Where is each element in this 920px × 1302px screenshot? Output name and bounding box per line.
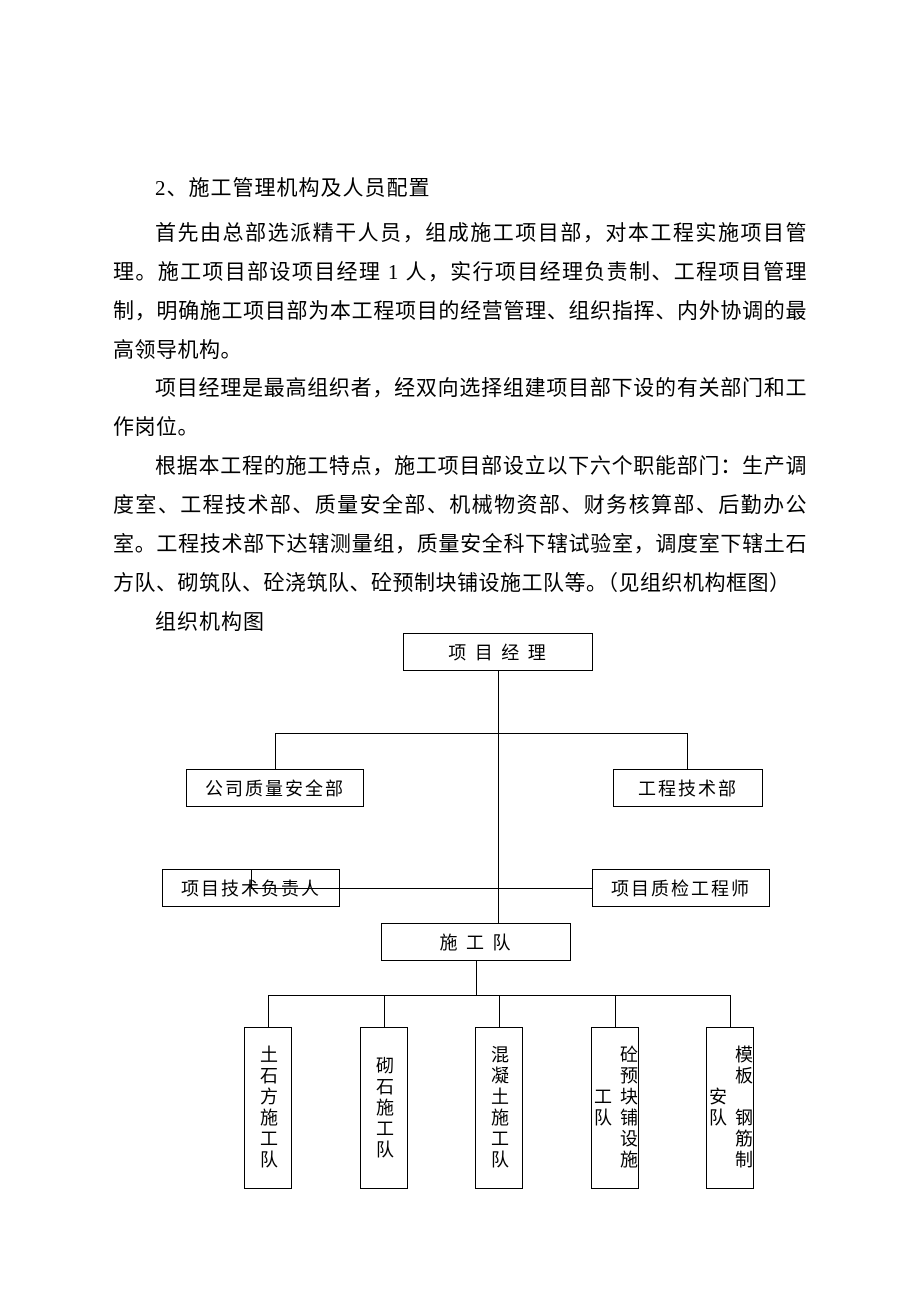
org-connector [615,995,616,1027]
org-connector [687,733,688,769]
org-node: 项目质检工程师 [592,869,770,907]
org-connector [275,733,687,734]
org-connector [498,888,592,889]
org-chart: 项 目 经 理公司质量安全部工程技术部项目技术负责人项目质检工程师施 工 队土石… [113,633,813,1193]
org-connector [251,869,252,888]
paragraph-3: 根据本工程的施工特点，施工项目部设立以下六个职能部门：生产调度室、工程技术部、质… [113,447,807,602]
document-body: 2、施工管理机构及人员配置 首先由总部选派精干人员，组成施工项目部，对本工程实施… [113,172,807,636]
org-connector [730,995,731,1027]
org-connector [384,995,385,1027]
org-node: 项 目 经 理 [403,633,593,671]
org-connector [251,888,498,889]
org-node: 砼预块铺设施工队 [591,1027,639,1189]
section-heading: 2、施工管理机构及人员配置 [155,172,807,202]
org-connector [275,733,276,769]
org-node: 公司质量安全部 [186,769,364,807]
chart-title: 组织机构图 [155,606,807,636]
org-node: 工程技术部 [613,769,763,807]
org-connector [476,961,477,995]
org-connector [498,671,499,923]
org-node: 施 工 队 [381,923,571,961]
org-node: 土石方施工队 [244,1027,292,1189]
paragraph-2: 项目经理是最高组织者，经双向选择组建项目部下设的有关部门和工作岗位。 [113,369,807,447]
org-connector [499,995,500,1027]
paragraph-1: 首先由总部选派精干人员，组成施工项目部，对本工程实施项目管理。施工项目部设项目经… [113,214,807,369]
org-node: 模板 钢筋制安队 [706,1027,754,1189]
org-node: 砌石施工队 [360,1027,408,1189]
org-node: 混凝土施工队 [475,1027,523,1189]
org-connector [268,995,269,1027]
